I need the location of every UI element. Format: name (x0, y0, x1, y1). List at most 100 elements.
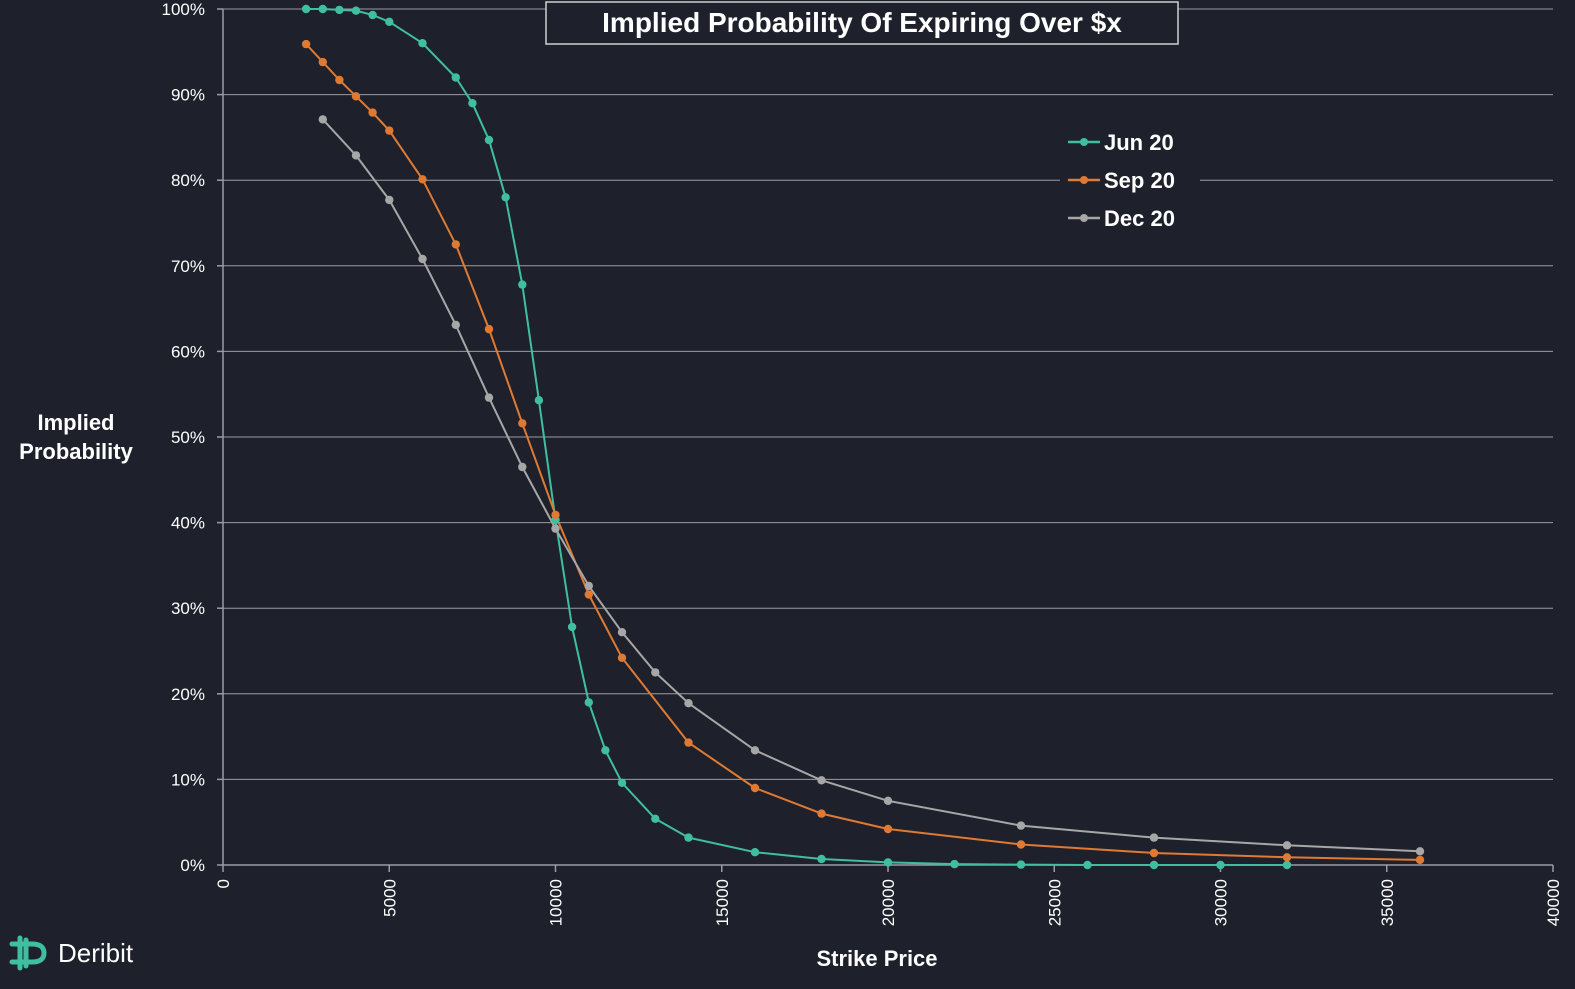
y-tick-label: 50% (171, 428, 205, 447)
data-point-jun (501, 193, 510, 202)
y-axis-title-line2: Probability (19, 439, 133, 464)
data-point-dec (817, 776, 826, 785)
data-point-sep (750, 783, 760, 793)
data-point-jun (335, 5, 344, 15)
x-tick-label: 30000 (1212, 879, 1231, 926)
data-point-sep (368, 108, 377, 117)
data-point-dec (518, 462, 527, 472)
data-point-dec (484, 393, 494, 402)
data-point-sep (318, 57, 327, 67)
y-axis-title-line1: Implied (37, 410, 114, 435)
chart-title-box: Implied Probability Of Expiring Over $x (545, 1, 1179, 45)
x-tick-label: 40000 (1544, 879, 1563, 926)
data-point-jun (385, 17, 394, 26)
data-point-jun (368, 10, 377, 20)
data-point-jun (1016, 860, 1026, 869)
y-tick-label: 100% (162, 0, 205, 19)
y-tick-label: 70% (171, 257, 205, 276)
brand-logo: Deribit (9, 935, 134, 971)
data-point-jun (1083, 860, 1092, 870)
data-point-jun (584, 698, 593, 707)
deribit-logo-icon (9, 935, 47, 971)
data-point-dec (1016, 821, 1026, 830)
data-point-dec (651, 668, 660, 677)
data-point-dec (351, 151, 361, 160)
x-axis-title: Strike Price (816, 946, 937, 971)
x-tick-label: 35000 (1378, 879, 1397, 926)
data-point-jun (1149, 860, 1159, 870)
data-point-dec (1415, 847, 1425, 856)
data-point-jun (750, 848, 760, 857)
data-point-sep (335, 75, 344, 85)
data-point-sep (551, 510, 560, 520)
data-point-jun (318, 4, 327, 14)
chart-title-frame (545, 1, 1179, 45)
data-point-sep (518, 419, 527, 428)
data-point-dec (385, 195, 394, 205)
data-point-jun (817, 854, 826, 864)
data-point-jun (617, 778, 627, 787)
chart-title: Implied Probability Of Expiring Over $x (602, 7, 1122, 38)
data-point-sep (451, 240, 460, 249)
data-point-dec (750, 746, 760, 755)
data-point-dec (1149, 833, 1159, 842)
x-tick-label: 10000 (547, 879, 566, 926)
legend-label-sep: Sep 20 (1104, 168, 1175, 193)
data-point-sep (1149, 848, 1159, 858)
x-tick-labels: 0 5000 10000 15000 20000 25000 30000 35000 40000 (214, 879, 1563, 926)
data-point-dec (418, 254, 427, 264)
data-point-sep (684, 738, 693, 747)
data-point-dec (551, 524, 560, 533)
y-tick-label: 40% (171, 514, 205, 533)
data-point-dec (617, 628, 627, 637)
data-point-sep (484, 324, 494, 334)
data-point-jun (883, 858, 893, 867)
y-tick-labels: 0% 10% 20% 30% 40% 50% 60% 70% 80% 90% 100% (162, 0, 205, 875)
series-points (301, 4, 1425, 870)
legend-item-dec: Dec 20 (1068, 206, 1175, 231)
data-point-sep (883, 824, 893, 834)
grid-lines (217, 8, 1553, 866)
x-tick-label: 20000 (879, 879, 898, 926)
data-point-jun (468, 99, 477, 108)
data-point-jun (1216, 860, 1225, 870)
y-tick-label: 90% (171, 86, 205, 105)
legend-label-dec: Dec 20 (1104, 206, 1175, 231)
data-point-dec (318, 115, 327, 124)
y-tick-label: 60% (171, 342, 205, 361)
data-point-sep (351, 92, 361, 101)
legend-marker-sep (1080, 176, 1088, 184)
data-point-dec (684, 699, 693, 708)
data-point-jun (950, 859, 959, 869)
data-point-jun (418, 39, 427, 48)
y-tick-label: 10% (171, 770, 205, 789)
logo-bowl (9, 941, 47, 965)
data-point-sep (1016, 840, 1026, 849)
data-point-sep (301, 39, 311, 49)
legend-label-jun: Jun 20 (1104, 130, 1174, 155)
data-point-sep (418, 175, 427, 184)
data-point-jun (451, 73, 460, 82)
y-tick-label: 20% (171, 685, 205, 704)
data-point-sep (1415, 855, 1425, 865)
legend-marker-dec (1080, 214, 1088, 222)
data-point-sep (584, 590, 593, 599)
data-point-jun (567, 622, 577, 632)
y-tick-label: 80% (171, 171, 205, 190)
data-point-jun (484, 135, 494, 145)
data-point-jun (651, 814, 660, 823)
data-point-sep (817, 809, 826, 818)
x-tick-label: 15000 (713, 879, 732, 926)
data-point-sep (617, 653, 627, 662)
data-point-jun (351, 6, 361, 15)
data-point-dec (451, 320, 460, 330)
legend-item-jun: Jun 20 (1068, 130, 1174, 155)
x-tick-label: 0 (214, 879, 233, 888)
brand-name: Deribit (58, 938, 134, 968)
data-point-jun (301, 4, 311, 14)
data-point-jun (518, 280, 527, 289)
data-point-jun (684, 833, 693, 842)
y-tick-label: 0% (180, 856, 205, 875)
